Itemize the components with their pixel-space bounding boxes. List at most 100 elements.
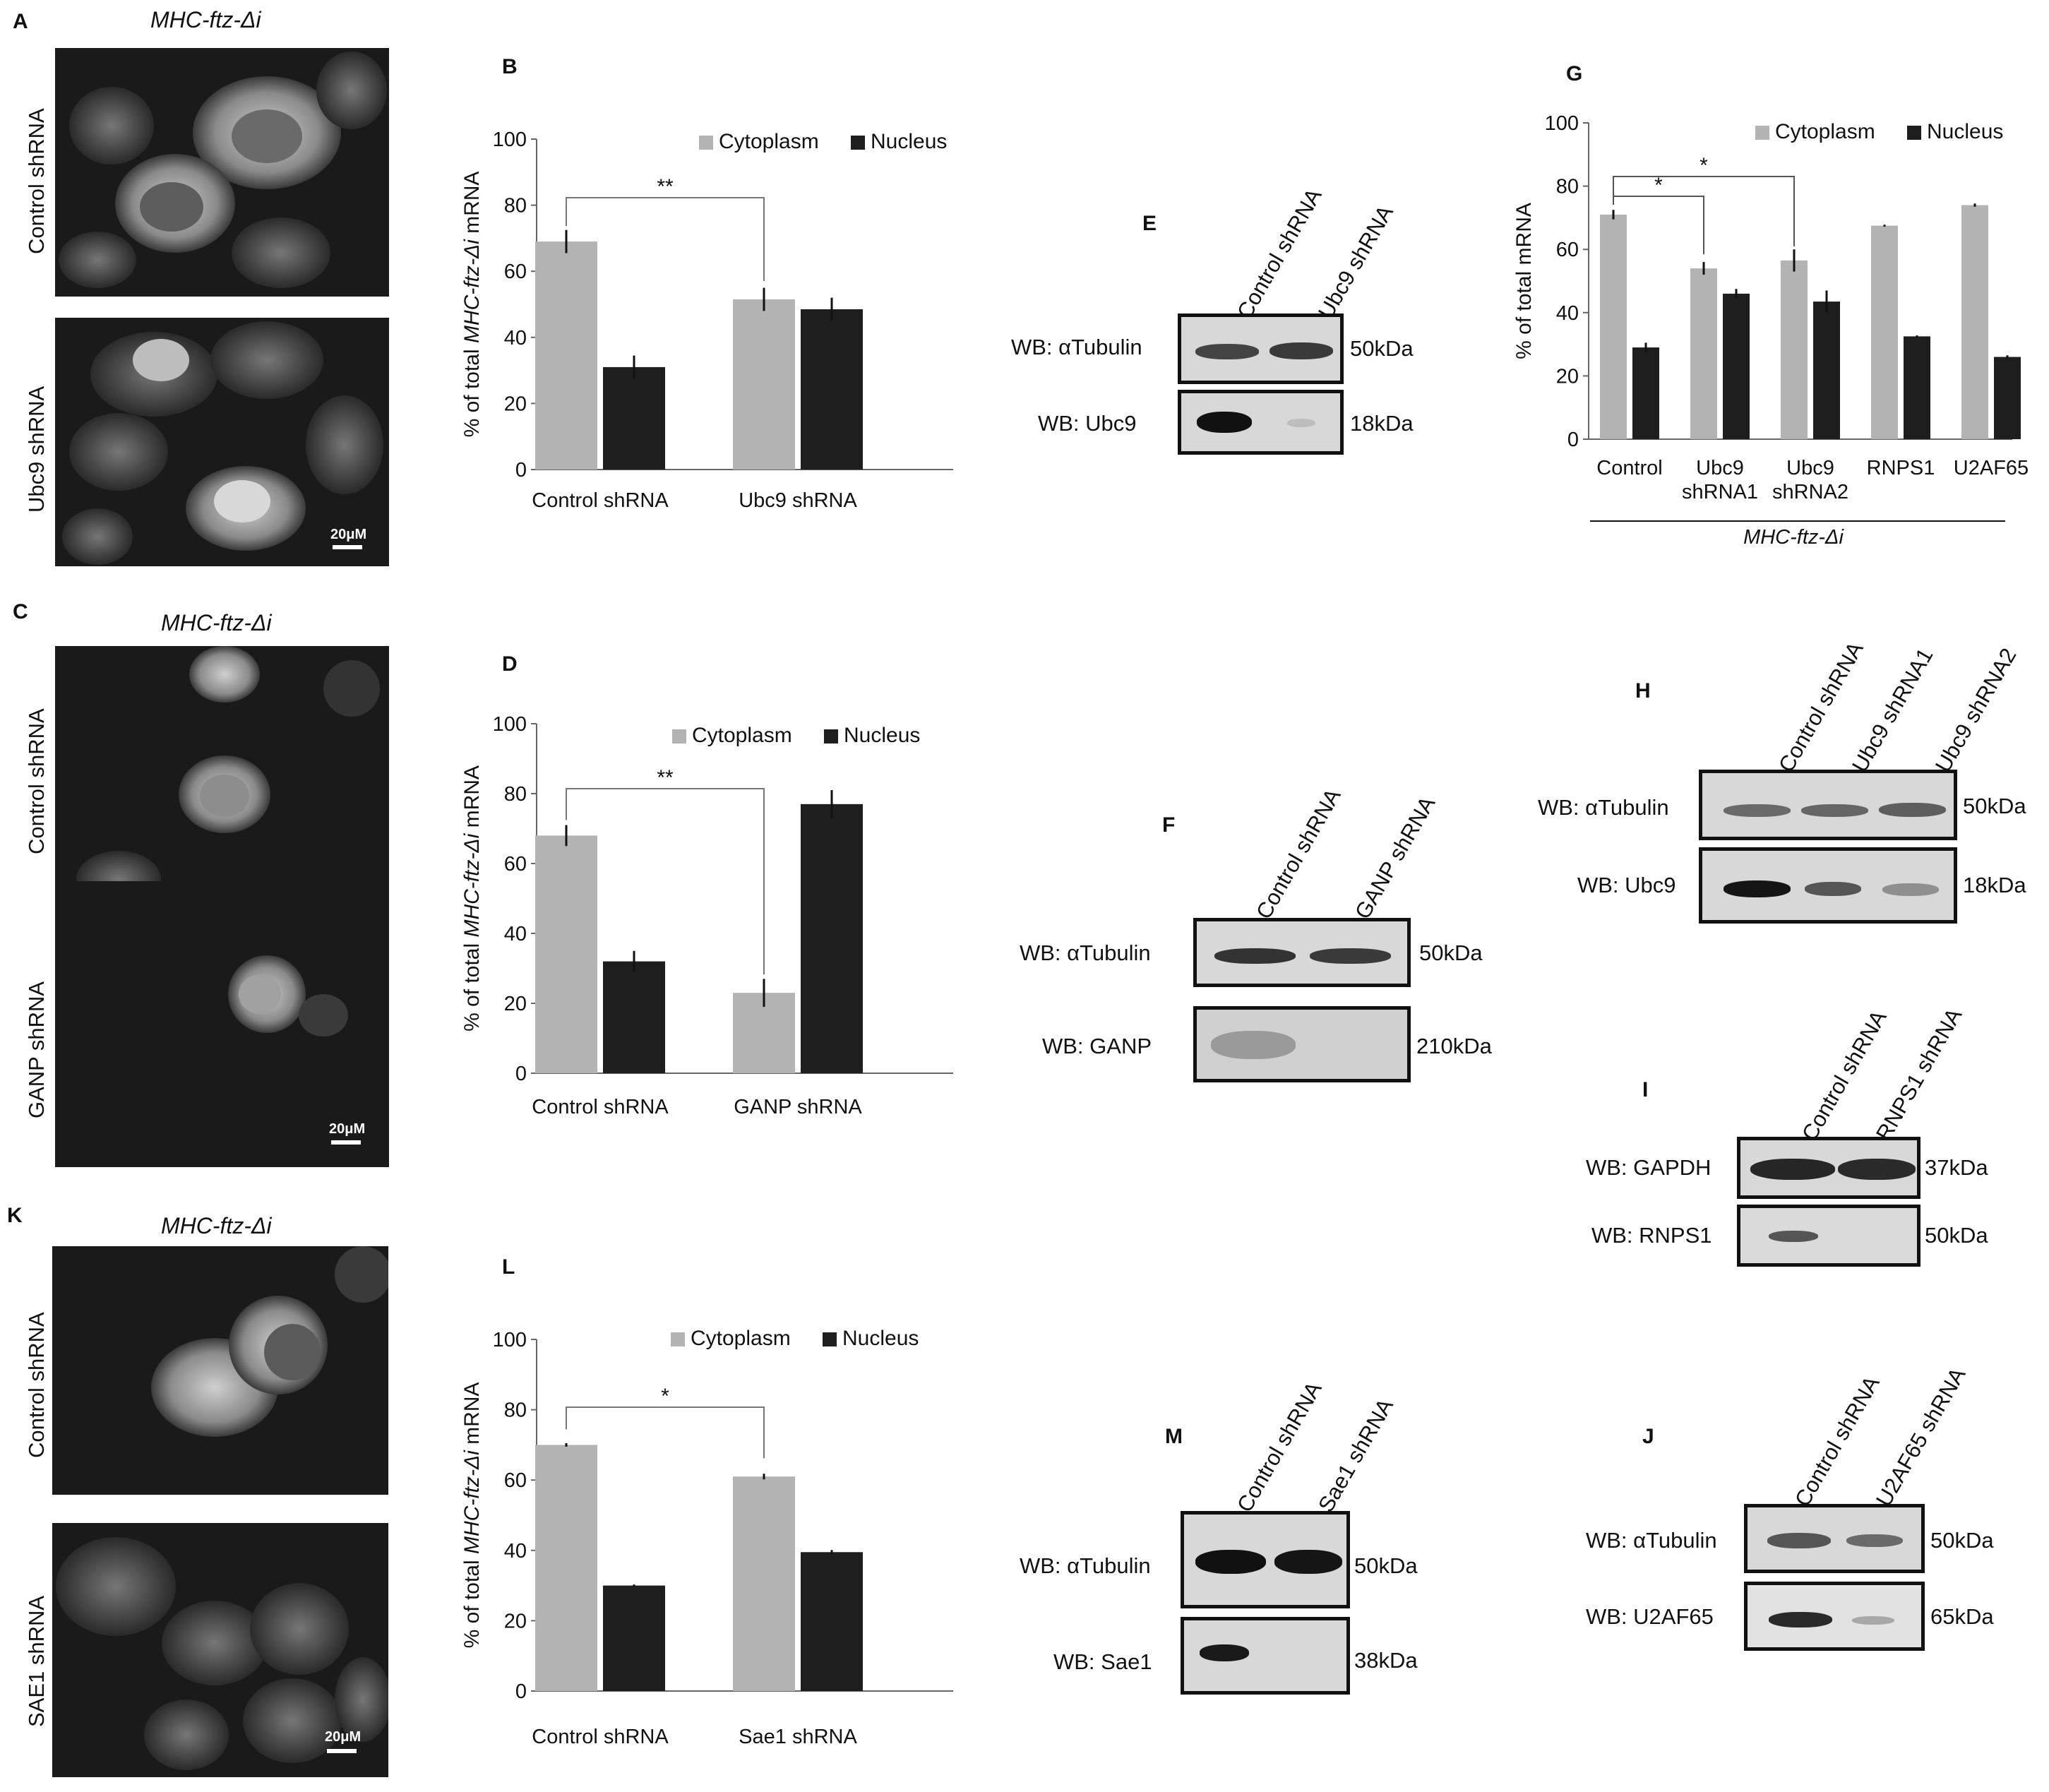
- y-axis-label: % of total MHC-ftz-Δi mRNA: [460, 1382, 484, 1649]
- panel-a-top-label: Control shRNA: [24, 108, 49, 254]
- significance-label: *: [1654, 174, 1663, 197]
- legend-label: Nucleus: [871, 130, 947, 153]
- y-axis-label: % of total MHC-ftz-Δi mRNA: [460, 172, 484, 438]
- panel-letter-a: A: [13, 10, 28, 33]
- bar-nucleus: [1994, 357, 2021, 439]
- legend-label: Nucleus: [842, 1327, 919, 1350]
- panel-letter-j: J: [1642, 1425, 1654, 1448]
- y-tick-label: 60: [1556, 239, 1579, 261]
- panel-c-title: MHC-ftz-Δi: [161, 610, 272, 635]
- category-label: Control shRNA: [532, 1096, 669, 1118]
- blot-i-row-2-label: WB: RNPS1: [1591, 1223, 1712, 1248]
- blot-f-row-1-label: WB: αTubulin: [1020, 940, 1151, 965]
- bar-cytoplasm: [1781, 260, 1808, 439]
- category-label: Sae1 shRNA: [739, 1726, 857, 1748]
- group-label: MHC-ftz-Δi: [1743, 526, 1844, 549]
- blot-m-lane-2: Sae1 shRNA: [1313, 1394, 1398, 1517]
- bar-nucleus: [603, 366, 665, 470]
- blot-m-row-2-label: WB: Sae1: [1053, 1649, 1152, 1674]
- bar-cytoplasm: [733, 1476, 795, 1691]
- y-tick-label: 40: [1556, 302, 1579, 325]
- bar-cytoplasm: [1690, 268, 1717, 439]
- significance-label: *: [661, 1385, 669, 1408]
- y-tick-label: 20: [504, 993, 527, 1015]
- bar-cytoplasm: [1961, 205, 1988, 439]
- y-tick-label: 80: [1556, 176, 1579, 198]
- blot-j-row-2-kda: 65kDa: [1930, 1604, 1994, 1629]
- blot-m-row-2: [1181, 1617, 1350, 1695]
- category-label: Control: [1596, 457, 1663, 479]
- bar-nucleus: [1813, 301, 1840, 439]
- blot-m-row-1: [1181, 1511, 1350, 1608]
- y-axis-label: % of total MHC-ftz-Δi mRNA: [460, 765, 484, 1032]
- category-label: GANP shRNA: [734, 1096, 862, 1118]
- blot-f-row-2-label: WB: GANP: [1042, 1034, 1152, 1058]
- blot-m-row-1-label: WB: αTubulin: [1020, 1553, 1151, 1578]
- legend-label: Nucleus: [1927, 120, 2003, 143]
- category-label: Control shRNA: [532, 1726, 669, 1748]
- bar-nucleus: [801, 309, 863, 470]
- scale-label: 20μM: [325, 1729, 362, 1745]
- bar-nucleus: [603, 961, 665, 1073]
- panel-letter-e: E: [1142, 212, 1157, 235]
- category-label: Ubc9 shRNA: [739, 489, 857, 512]
- legend-swatch: [1755, 126, 1769, 140]
- blot-j-lane-2: U2AF65 shRNA: [1871, 1363, 1971, 1511]
- panel-letter-k: K: [7, 1204, 23, 1227]
- y-tick-label: 40: [504, 923, 527, 945]
- blot-f-row-2: [1193, 1006, 1411, 1082]
- panel-letter-g: G: [1566, 62, 1583, 85]
- blot-h-row-1: [1699, 770, 1957, 840]
- blot-e-row-2: [1178, 390, 1344, 455]
- blot-j-row-1: [1744, 1504, 1925, 1573]
- significance-bracket: [566, 197, 765, 281]
- y-tick-label: 40: [504, 1540, 527, 1563]
- panel-letter-c: C: [13, 600, 28, 623]
- panel-c-top-label: Control shRNA: [24, 708, 49, 854]
- blot-e-row-1-label: WB: αTubulin: [1011, 335, 1142, 359]
- category-label: Control shRNA: [532, 489, 669, 512]
- y-tick-label: 100: [493, 1329, 527, 1351]
- scale-label: 20μM: [329, 1121, 366, 1137]
- micrograph-a-knockdown: 20μM: [55, 318, 389, 566]
- blot-j-row-1-label: WB: αTubulin: [1586, 1528, 1717, 1553]
- blot-h-row-1-label: WB: αTubulin: [1538, 795, 1669, 820]
- blot-i-row-1-label: WB: GAPDH: [1586, 1155, 1712, 1180]
- significance-label: **: [657, 175, 674, 198]
- panel-letter-i: I: [1642, 1078, 1649, 1101]
- chart-l: 0 20 40 60 80 100 % of total MHC-ftz-Δi mRNA Co…: [460, 1327, 953, 1748]
- legend-label: Cytoplasm: [719, 130, 819, 153]
- blot-e-lane-2: Ubc9 shRNA: [1313, 201, 1398, 323]
- micrograph-k-control: [52, 1246, 388, 1495]
- legend-swatch: [672, 729, 686, 743]
- significance-bracket: [1613, 196, 1704, 255]
- category-label: Ubc9: [1696, 457, 1744, 479]
- legend-swatch: [699, 136, 713, 150]
- scale-bar: [327, 1749, 357, 1753]
- y-tick-label: 0: [515, 459, 527, 482]
- y-tick-label: 60: [504, 853, 527, 876]
- panel-letter-h: H: [1635, 679, 1651, 703]
- blot-h-row-1-kda: 50kDa: [1963, 794, 2026, 818]
- blot-f-row-1-kda: 50kDa: [1419, 940, 1483, 965]
- blot-j-row-2: [1744, 1582, 1925, 1651]
- category-label: RNPS1: [1867, 457, 1935, 479]
- chart-b: 0 20 40 60 80 100 % of total MHC-ftz-Δi mRNA Co…: [460, 129, 953, 512]
- bar-nucleus: [1904, 336, 1930, 439]
- y-tick-label: 80: [504, 195, 527, 217]
- blot-m-row-2-kda: 38kDa: [1354, 1648, 1418, 1673]
- bar-cytoplasm: [733, 299, 795, 470]
- blot-i-row-2-kda: 50kDa: [1925, 1223, 1988, 1248]
- blot-j-row-1-kda: 50kDa: [1930, 1528, 1994, 1553]
- significance-label: *: [1699, 154, 1708, 177]
- legend-swatch: [851, 136, 865, 150]
- y-tick-label: 0: [1567, 429, 1579, 451]
- micrograph-a-control: [55, 48, 389, 297]
- bar-cytoplasm: [535, 835, 597, 1073]
- bar-cytoplasm: [1600, 214, 1627, 439]
- bar-cytoplasm: [1871, 225, 1898, 439]
- scale-bar: [333, 545, 362, 549]
- bar-nucleus: [801, 1552, 863, 1691]
- legend-swatch: [823, 1332, 837, 1346]
- blot-j-row-2-label: WB: U2AF65: [1586, 1604, 1714, 1629]
